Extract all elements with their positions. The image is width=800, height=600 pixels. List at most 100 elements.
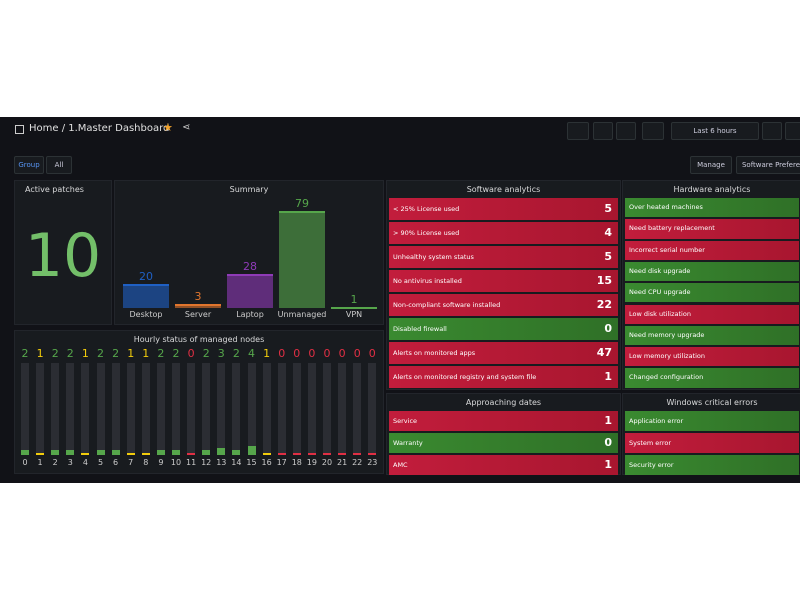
row-label: Alerts on monitored apps xyxy=(393,349,476,357)
hour-track xyxy=(51,363,60,455)
hour-label: 15 xyxy=(246,458,257,467)
row-label: Need battery replacement xyxy=(629,224,715,233)
hour-value: 2 xyxy=(172,347,180,360)
bar-value: 28 xyxy=(243,259,257,273)
hour-bar xyxy=(338,453,347,455)
hour-label: 14 xyxy=(231,458,242,467)
hour-value: 0 xyxy=(323,347,331,360)
hour-bar xyxy=(202,450,211,455)
breadcrumb[interactable]: Home / 1.Master Dashboard xyxy=(29,123,170,134)
bar-value: 79 xyxy=(295,197,309,211)
hour-label: 19 xyxy=(306,458,317,467)
software-preferences-button[interactable]: Software Prefere xyxy=(736,156,800,174)
hour-track xyxy=(368,363,377,455)
row-label: AMC xyxy=(393,461,408,469)
time-picker[interactable]: Last 6 hours xyxy=(671,122,759,140)
hour-label: 6 xyxy=(113,458,119,467)
hour-label: 23 xyxy=(367,458,378,467)
approaching-dates-panel: Approaching dates Service 1 Warranty 0 AMC 1 xyxy=(386,393,621,475)
hour-value: 0 xyxy=(368,347,376,360)
panel-title: Windows critical errors xyxy=(666,398,758,407)
hour-label: 5 xyxy=(97,458,104,467)
star-icon[interactable]: ★ xyxy=(163,121,173,134)
panel-title: Hourly status of managed nodes xyxy=(133,335,265,344)
bar-value: 3 xyxy=(194,290,202,304)
refresh-button[interactable] xyxy=(785,122,800,140)
hour-bar xyxy=(247,445,256,455)
status-row: Low memory utilization xyxy=(625,347,799,367)
hour-label: 13 xyxy=(216,458,227,467)
status-row: Need disk upgrade xyxy=(625,261,799,282)
row-value: 5 xyxy=(604,250,612,263)
settings-button[interactable] xyxy=(616,122,636,140)
group-label: Group xyxy=(14,156,44,174)
status-row: Unhealthy system status 5 xyxy=(389,246,618,268)
hour-value: 0 xyxy=(338,347,346,360)
panel-title: Software analytics xyxy=(466,185,541,194)
grid-icon[interactable] xyxy=(15,125,24,134)
summary-bar xyxy=(331,306,377,309)
active-patches-panel: Active patches 10 xyxy=(14,180,112,325)
windows-errors-panel: Windows critical errors Application error… xyxy=(622,393,800,475)
status-row: System error xyxy=(625,433,799,453)
row-label: Alerts on monitored registry and system … xyxy=(393,373,537,381)
summary-panel: Summary 20 Desktop 3 Server 28 Laptop 79 Unmanag… xyxy=(114,180,384,325)
hour-bar xyxy=(156,450,165,455)
row-label: Changed configuration xyxy=(629,373,704,382)
hour-bar xyxy=(141,452,150,455)
hour-label: 12 xyxy=(201,458,212,467)
status-row: Need memory upgrade xyxy=(625,325,799,346)
group-select[interactable]: All xyxy=(46,156,72,174)
hour-track xyxy=(217,363,226,455)
software-analytics-panel: Software analytics < 25% License used 5 > 9… xyxy=(386,180,621,390)
hour-value: 2 xyxy=(157,347,165,360)
status-row: Non-compliant software installed 22 xyxy=(389,294,618,316)
tv-mode-button[interactable] xyxy=(642,122,664,140)
status-row: Security error xyxy=(625,455,799,475)
save-button[interactable] xyxy=(593,122,613,140)
row-value: 1 xyxy=(604,414,612,427)
row-label: Need CPU upgrade xyxy=(629,288,691,297)
row-label: Low disk utilization xyxy=(629,309,691,318)
panel-title: Summary xyxy=(229,185,269,194)
status-row: Warranty 0 xyxy=(389,433,618,453)
add-panel-button[interactable] xyxy=(567,122,589,140)
hour-bar xyxy=(36,452,45,455)
row-label: > 90% License used xyxy=(393,229,460,237)
row-value: 5 xyxy=(604,202,612,215)
hour-bar xyxy=(292,453,301,455)
panel-title: Hardware analytics xyxy=(673,185,751,194)
hour-value: 0 xyxy=(278,347,286,360)
hour-bar xyxy=(81,452,90,455)
hour-bar xyxy=(21,450,29,455)
hour-bar xyxy=(51,450,60,455)
hour-track xyxy=(353,363,362,455)
bar-value: 1 xyxy=(350,292,358,306)
zoom-button[interactable] xyxy=(762,122,782,140)
hour-track xyxy=(141,363,150,455)
row-value: 22 xyxy=(596,298,612,311)
bar-category: Laptop xyxy=(236,310,264,319)
share-icon[interactable]: ⋖ xyxy=(182,122,191,133)
summary-bar xyxy=(175,304,221,308)
row-label: Over heated machines xyxy=(629,203,703,211)
hour-label: 1 xyxy=(37,458,43,467)
hour-value: 0 xyxy=(353,347,361,360)
status-row: Incorrect serial number xyxy=(625,240,799,260)
manage-button[interactable]: Manage xyxy=(690,156,732,174)
panel-title: Approaching dates xyxy=(465,398,542,407)
row-value: 15 xyxy=(596,274,612,287)
hour-label: 22 xyxy=(352,458,363,467)
hour-track xyxy=(81,363,90,455)
hour-label: 18 xyxy=(291,458,302,467)
hour-track xyxy=(323,363,331,455)
row-value: 4 xyxy=(604,226,612,239)
row-label: Security error xyxy=(629,461,674,469)
row-label: Incorrect serial number xyxy=(629,245,705,254)
row-label: Service xyxy=(393,417,418,425)
status-row: Disabled firewall 0 xyxy=(389,318,618,340)
summary-bar xyxy=(279,211,325,308)
bar-category: Unmanaged xyxy=(277,310,327,319)
dashboard: Home / 1.Master Dashboard ★ ⋖ Last 6 hou… xyxy=(0,117,800,483)
hour-track xyxy=(187,363,196,455)
